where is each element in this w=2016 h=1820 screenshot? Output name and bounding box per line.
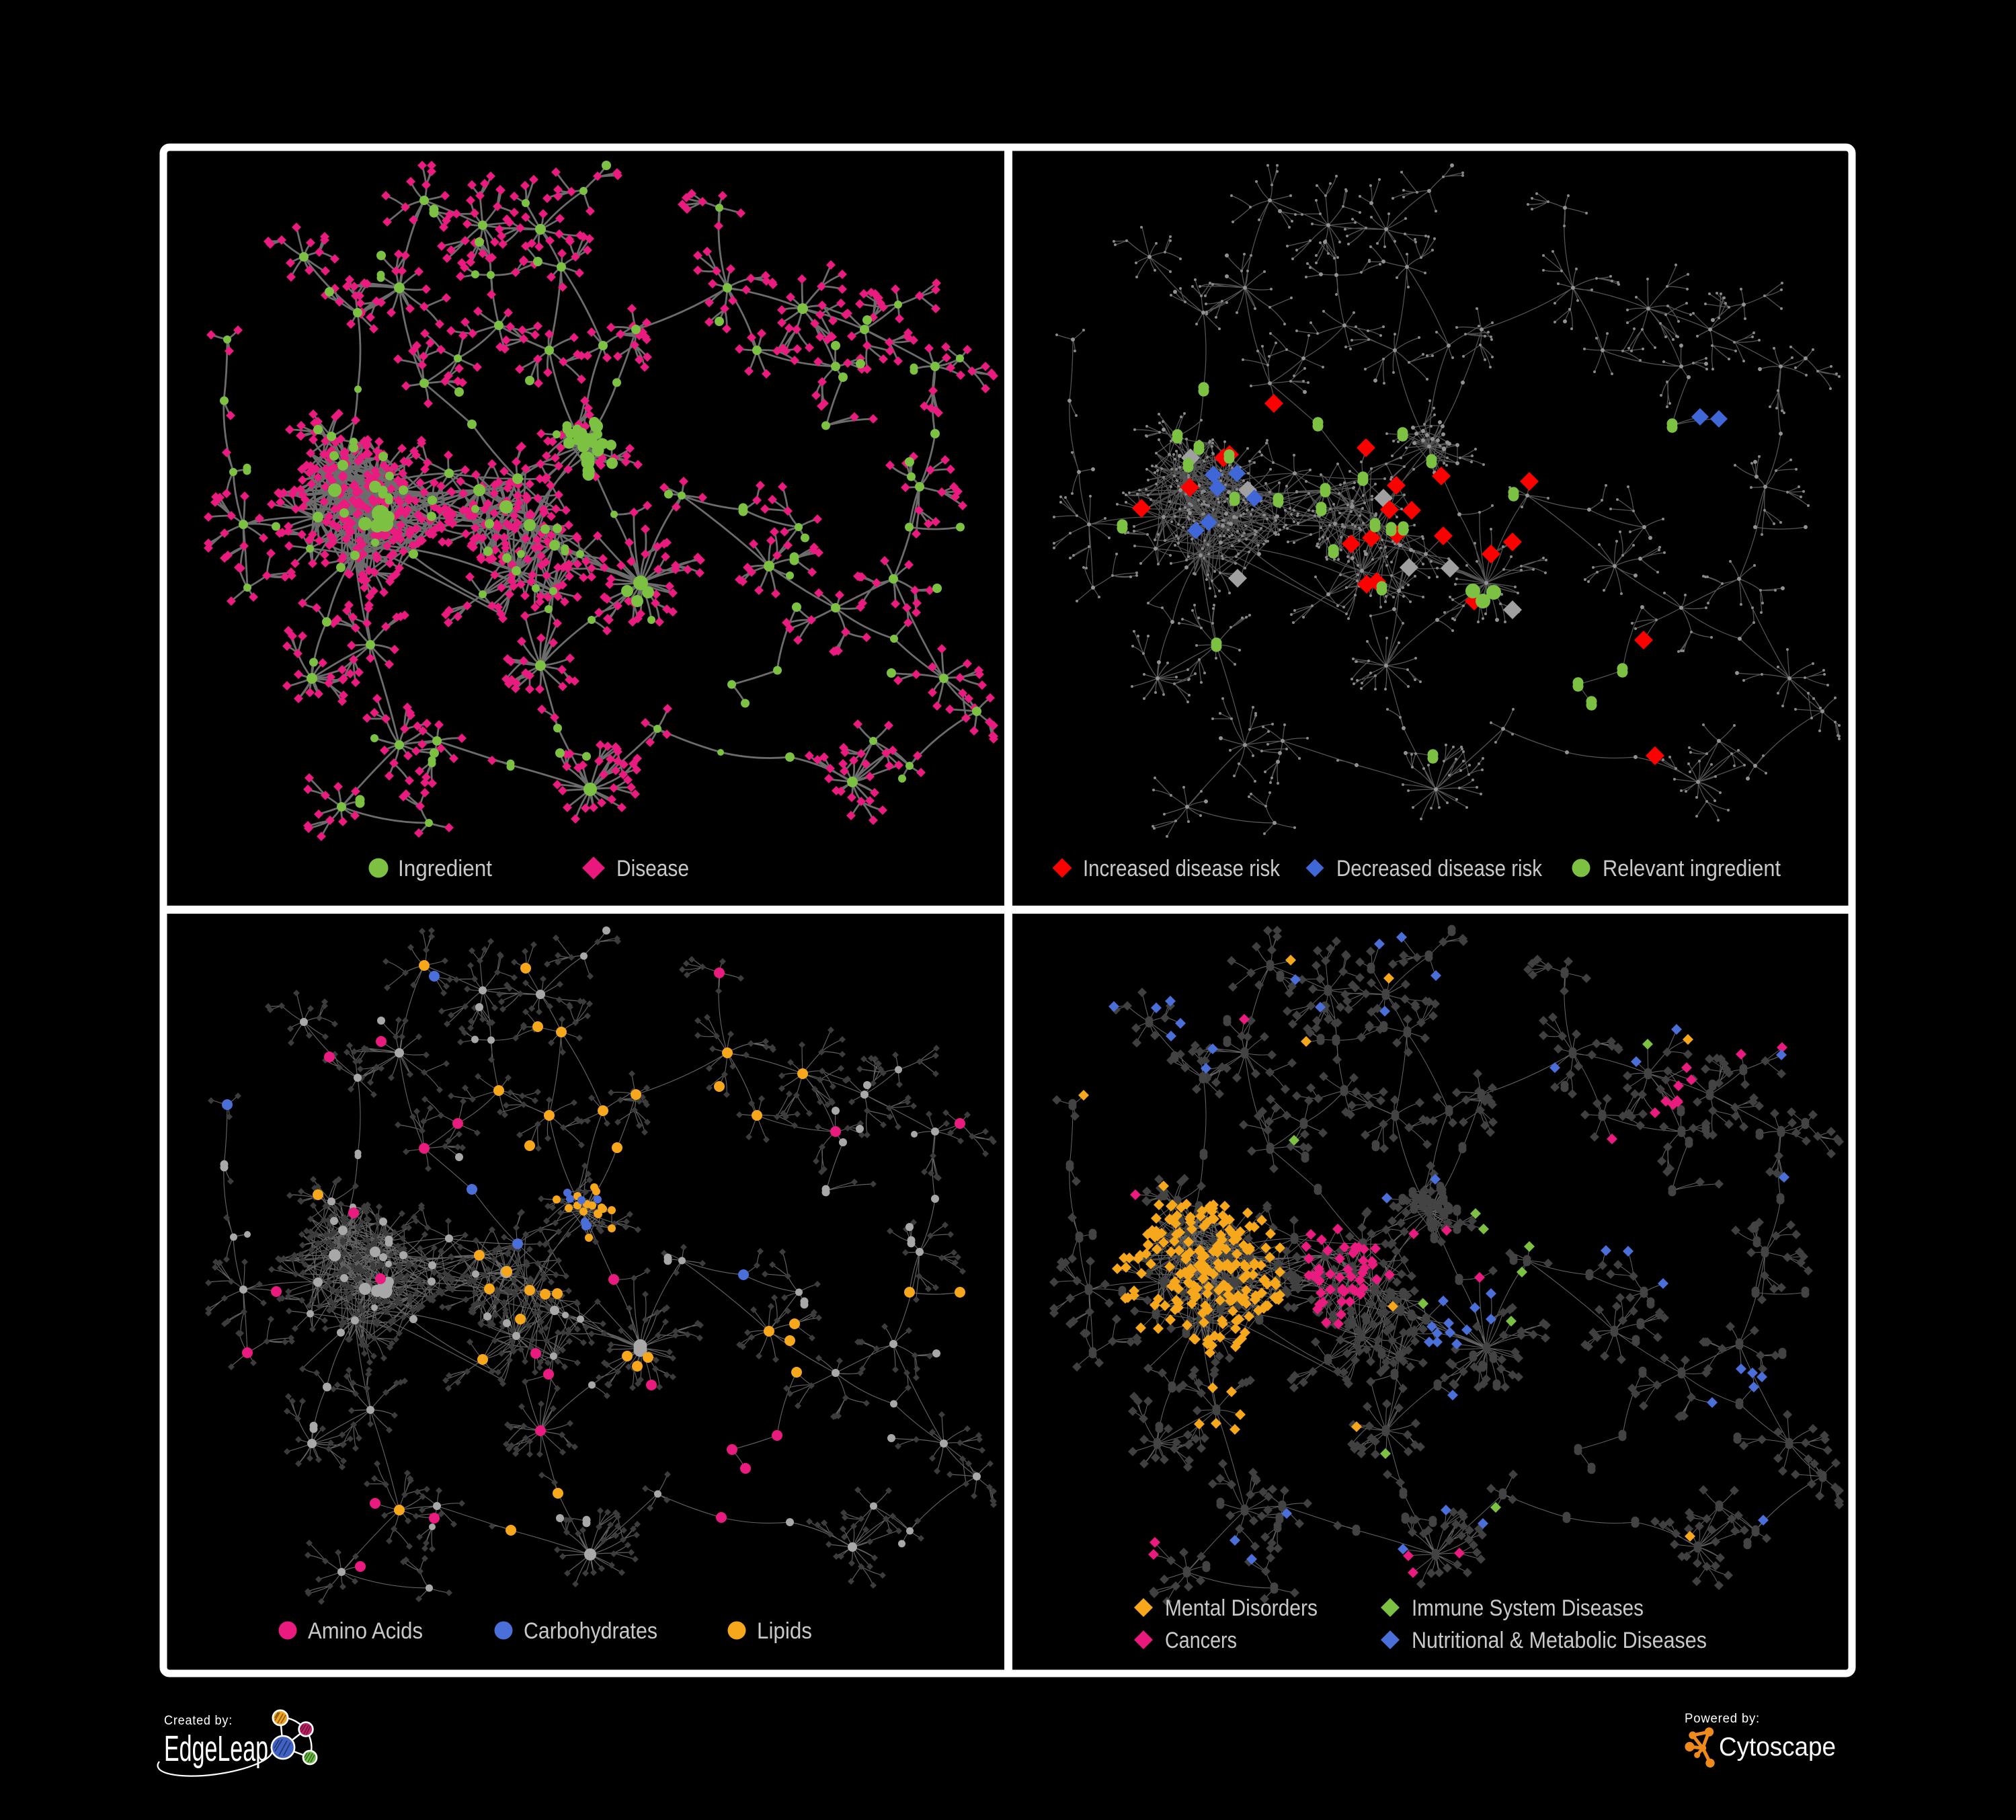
- svg-text:Amino Acids: Amino Acids: [308, 1618, 423, 1644]
- svg-text:Ingredient: Ingredient: [398, 856, 493, 881]
- svg-text:Cytoscape: Cytoscape: [1719, 1733, 1836, 1762]
- svg-text:Lipids: Lipids: [757, 1618, 812, 1644]
- svg-text:Disease: Disease: [616, 856, 689, 881]
- svg-text:Nutritional & Metabolic Diseas: Nutritional & Metabolic Diseases: [1412, 1628, 1707, 1653]
- svg-text:Created by:: Created by:: [164, 1714, 233, 1728]
- svg-text:Powered by:: Powered by:: [1685, 1712, 1760, 1726]
- svg-text:Mental Disorders: Mental Disorders: [1165, 1595, 1318, 1621]
- svg-text:Cancers: Cancers: [1165, 1628, 1237, 1653]
- svg-text:Carbohydrates: Carbohydrates: [524, 1618, 657, 1644]
- svg-text:Relevant ingredient: Relevant ingredient: [1603, 856, 1781, 881]
- svg-text:Decreased disease risk: Decreased disease risk: [1336, 856, 1543, 881]
- svg-text:Immune System Diseases: Immune System Diseases: [1412, 1595, 1644, 1621]
- svg-text:Increased disease risk: Increased disease risk: [1083, 856, 1281, 881]
- svg-text:EdgeLeap: EdgeLeap: [164, 1729, 268, 1769]
